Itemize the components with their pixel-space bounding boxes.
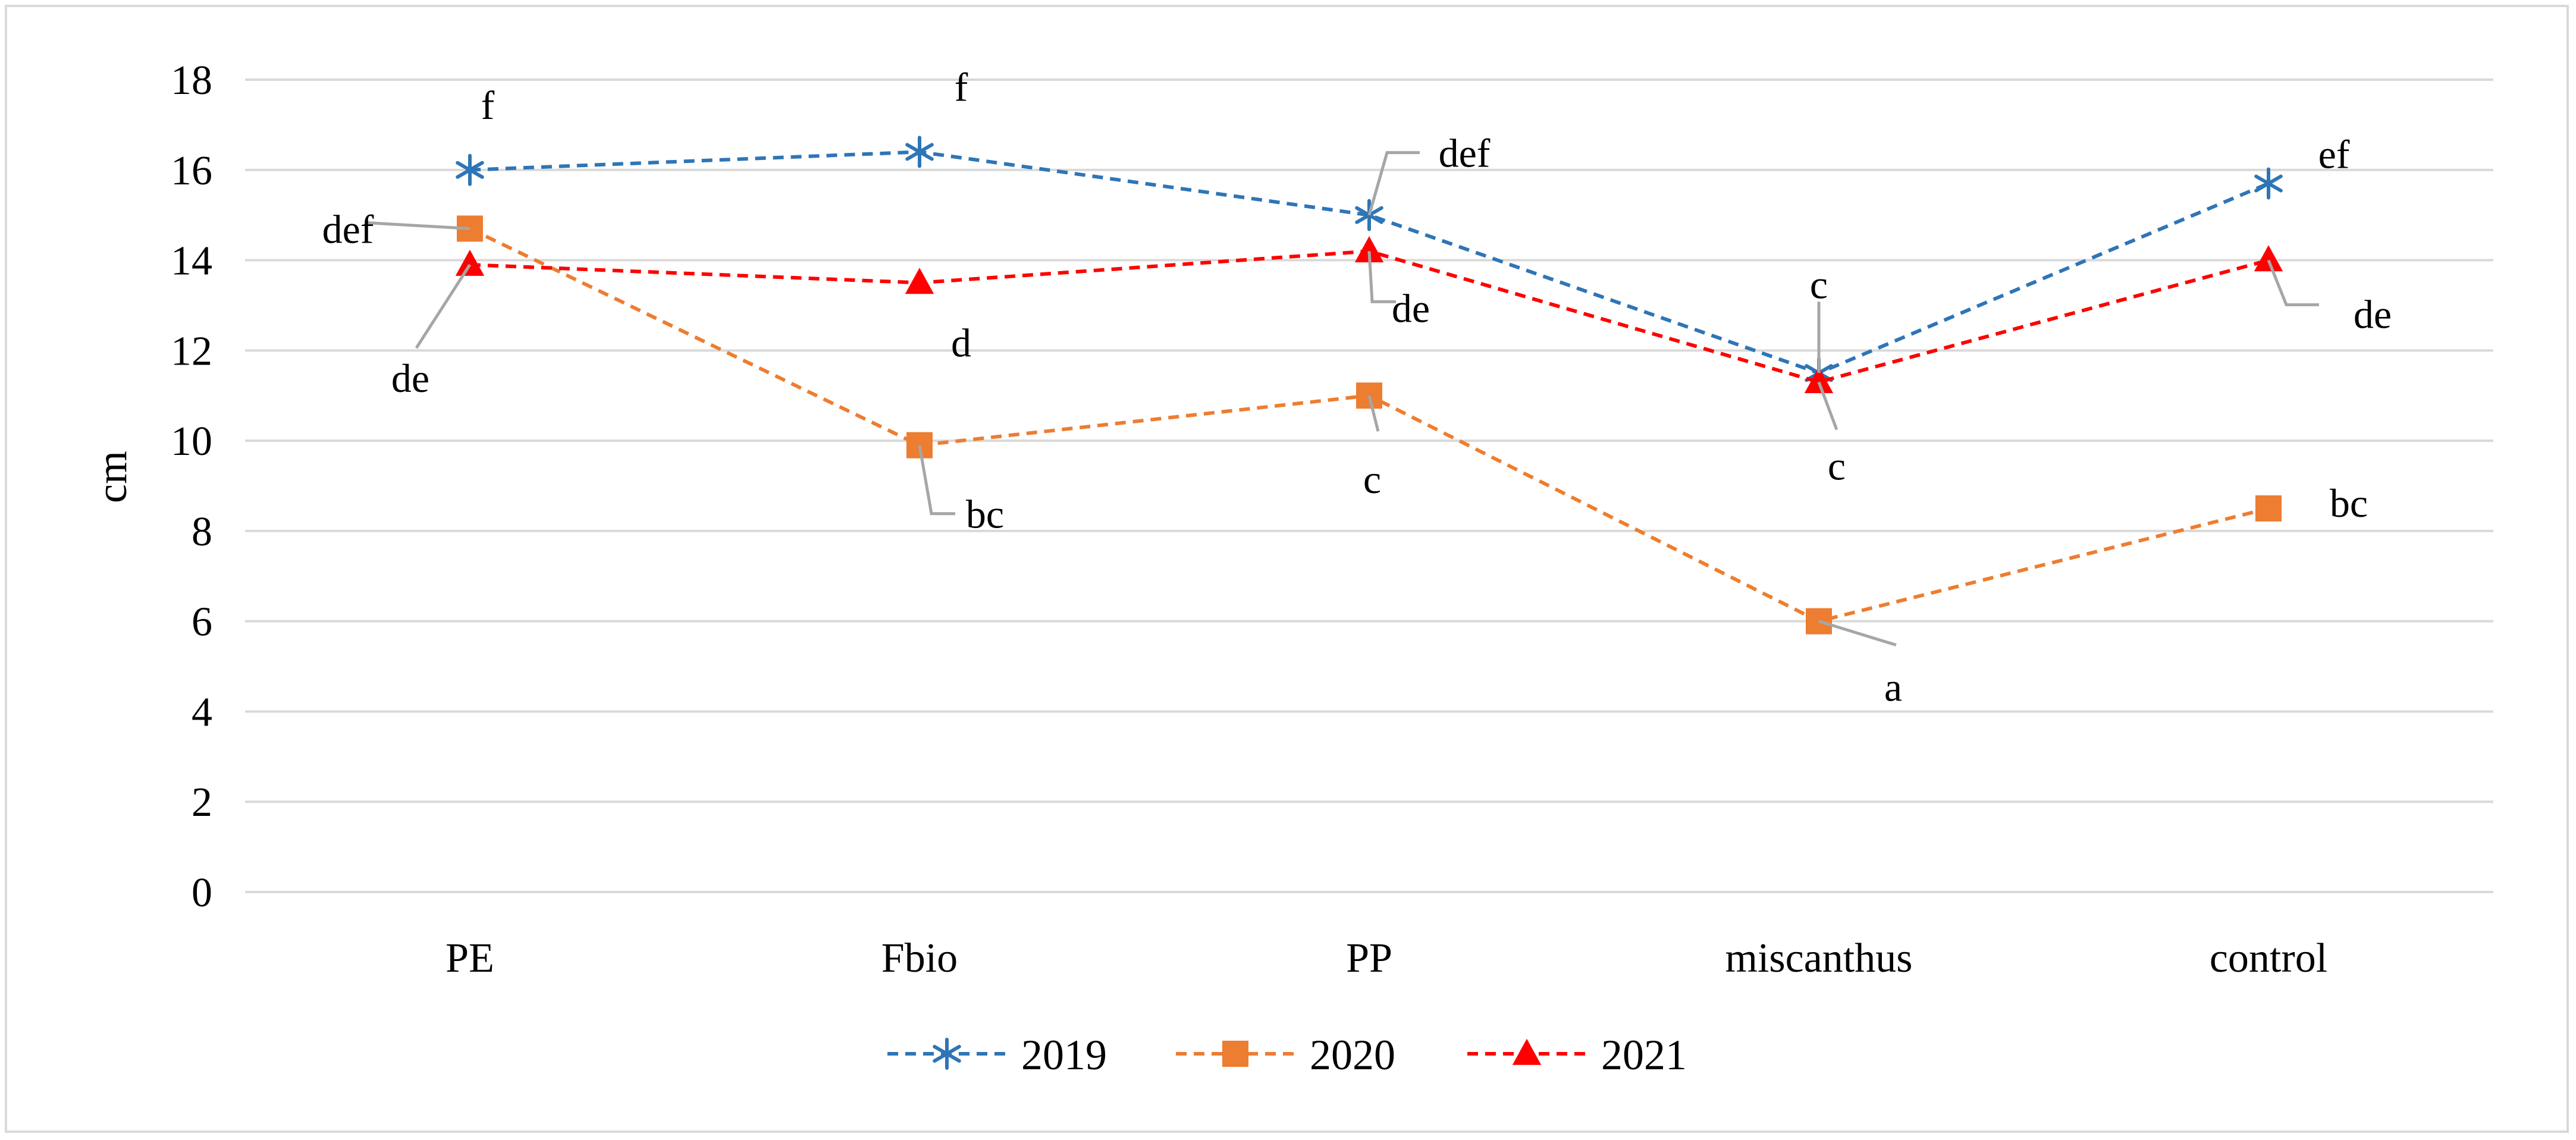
data-point-2019 [905, 136, 934, 168]
series-line-2020 [469, 227, 2269, 623]
leader-line [1818, 620, 1897, 647]
leader-line [1367, 395, 1380, 432]
star-marker-stroke [456, 161, 484, 179]
y-tick-label: 2 [192, 780, 212, 825]
y-tick-label: 4 [192, 689, 212, 735]
leader-line [2267, 259, 2319, 307]
line-chart: 0 2 4 6 8 10 12 14 16 18 cm PE Fbio PP miscanthus con… [88, 58, 2493, 1079]
y-axis-ticks: 0 2 4 6 8 10 12 14 16 18 [171, 58, 212, 916]
x-category-label: PE [445, 935, 494, 981]
legend-label-2021: 2021 [1601, 1031, 1687, 1079]
y-tick-label: 14 [171, 238, 212, 284]
data-label-2019: def [1439, 131, 1491, 176]
data-point-2021 [455, 249, 485, 276]
data-label-2021: d [951, 321, 971, 366]
data-point-2021 [2254, 245, 2283, 272]
leader-line [1817, 381, 1838, 431]
data-label-2019: f [955, 64, 968, 109]
legend: 2019 2020 2021 [887, 1031, 1687, 1079]
x-axis-categories: PE Fbio PP miscanthus control [445, 935, 2327, 981]
chart-frame: 0 2 4 6 8 10 12 14 16 18 cm PE Fbio PP miscanthus con… [5, 5, 2569, 1133]
data-label-2020: def [322, 206, 374, 252]
legend-marker-2021 [1512, 1038, 1542, 1065]
data-labels: f f def c ef def bc c a bc de d de c de [322, 64, 2392, 709]
x-category-label: PP [1346, 935, 1392, 981]
data-label-2021: c [1828, 443, 1846, 488]
y-tick-label: 0 [192, 870, 212, 916]
data-point-2020 [2255, 495, 2282, 522]
x-category-label: miscanthus [1725, 935, 1913, 981]
data-label-2021: de [2354, 292, 2392, 337]
legend-marker-2020 [1222, 1041, 1248, 1067]
star-marker-stroke [933, 1045, 961, 1063]
leader-line [1367, 251, 1396, 303]
y-tick-label: 12 [171, 328, 212, 374]
y-tick-label: 10 [171, 419, 212, 464]
data-point-2021 [1354, 236, 1384, 263]
y-tick-label: 18 [171, 58, 212, 103]
x-category-label: control [2210, 935, 2327, 981]
y-tick-label: 8 [192, 509, 212, 555]
x-category-label: Fbio [881, 935, 958, 981]
data-label-2019: ef [2318, 132, 2350, 177]
data-label-2020: bc [966, 492, 1004, 537]
leader-line [1367, 151, 1420, 216]
data-point-2021 [905, 268, 934, 294]
series-line-2019 [469, 150, 2270, 375]
data-label-2020: bc [2330, 481, 2368, 526]
y-tick-label: 6 [192, 599, 212, 645]
legend-label-2020: 2020 [1310, 1031, 1395, 1079]
y-axis-title: cm [88, 451, 136, 503]
star-marker-stroke [905, 143, 934, 161]
data-label-2020: c [1363, 457, 1381, 502]
label-leader-lines [365, 151, 2319, 647]
legend-marker-2019 [933, 1038, 961, 1070]
data-point-2019 [2254, 167, 2283, 200]
y-tick-label: 16 [171, 148, 212, 194]
gridlines [245, 78, 2493, 893]
leader-line [365, 221, 470, 230]
data-label-2021: de [1392, 285, 1430, 331]
star-marker-stroke [2254, 174, 2283, 193]
legend-label-2019: 2019 [1021, 1031, 1107, 1079]
data-point-2021 [1804, 367, 1834, 394]
data-label-2019: f [481, 83, 495, 128]
data-label-2021: de [391, 356, 429, 401]
data-point-2019 [456, 153, 484, 186]
data-label-2020: a [1884, 665, 1902, 710]
leader-line [918, 445, 955, 516]
data-label-2019: c [1810, 262, 1828, 307]
leader-line [415, 263, 472, 349]
